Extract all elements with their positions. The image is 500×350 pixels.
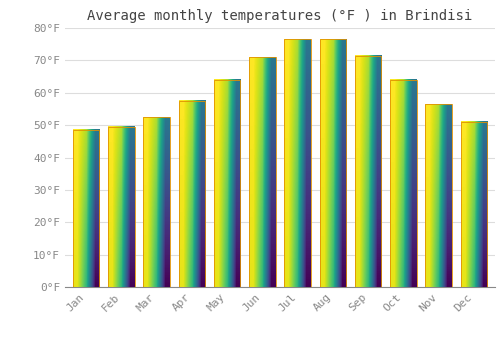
Bar xyxy=(249,57,276,287)
Bar xyxy=(426,104,452,287)
Bar xyxy=(284,39,311,287)
Bar xyxy=(214,80,240,287)
Bar xyxy=(73,130,100,287)
Bar xyxy=(460,122,487,287)
Bar xyxy=(108,127,134,287)
Bar xyxy=(178,101,205,287)
Bar xyxy=(320,39,346,287)
Bar xyxy=(355,56,382,287)
Bar xyxy=(390,80,416,287)
Title: Average monthly temperatures (°F ) in Brindisi: Average monthly temperatures (°F ) in Br… xyxy=(88,9,472,23)
Bar xyxy=(144,117,170,287)
